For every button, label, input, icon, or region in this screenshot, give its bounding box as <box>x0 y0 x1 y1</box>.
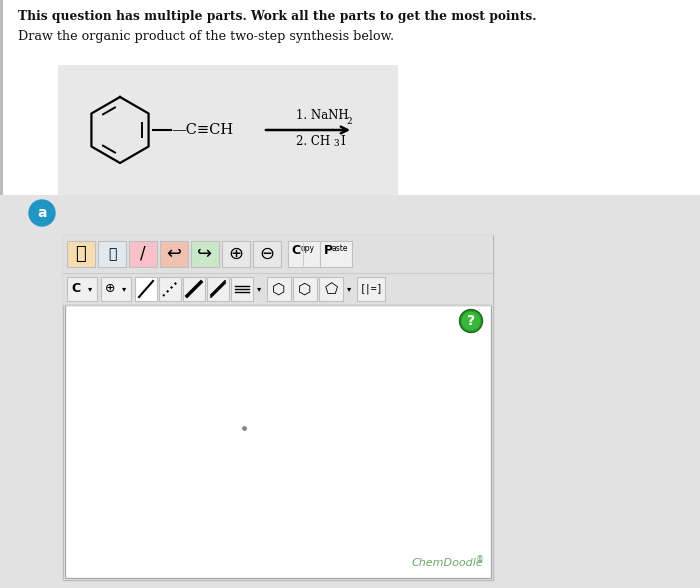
Text: 1. NaNH: 1. NaNH <box>296 109 349 122</box>
Text: [|=]: [|=] <box>359 284 383 294</box>
Text: 3: 3 <box>333 139 339 148</box>
Text: This question has multiple parts. Work all the parts to get the most points.: This question has multiple parts. Work a… <box>18 10 536 23</box>
Bar <box>63 273 493 305</box>
Text: ⬡: ⬡ <box>272 282 286 296</box>
Text: ⬡: ⬡ <box>298 282 312 296</box>
Circle shape <box>461 311 481 331</box>
Bar <box>63 235 493 273</box>
Bar <box>0 195 700 588</box>
Text: ▾: ▾ <box>88 285 92 293</box>
Circle shape <box>29 200 55 226</box>
Bar <box>222 241 250 267</box>
Text: ⊕: ⊕ <box>105 282 116 296</box>
Text: C: C <box>291 243 300 256</box>
Bar <box>231 277 253 301</box>
Text: ChemDoodle: ChemDoodle <box>412 558 483 568</box>
Bar <box>253 241 281 267</box>
Text: ⬠: ⬠ <box>324 282 337 296</box>
Text: opy: opy <box>301 244 315 253</box>
Text: /: / <box>140 245 146 263</box>
Text: aste: aste <box>332 244 349 253</box>
Text: ⊖: ⊖ <box>260 245 274 263</box>
Text: ↩: ↩ <box>167 245 181 263</box>
Bar <box>319 277 343 301</box>
Text: —C≡CH: —C≡CH <box>171 123 233 137</box>
Bar <box>320 241 352 267</box>
Text: ▾: ▾ <box>347 285 351 293</box>
Bar <box>65 305 491 578</box>
Text: ®: ® <box>476 555 484 564</box>
Circle shape <box>459 309 482 332</box>
Text: 2: 2 <box>346 117 351 126</box>
Bar <box>267 277 291 301</box>
Bar <box>293 277 317 301</box>
Text: 🏺: 🏺 <box>108 247 116 261</box>
Text: ▾: ▾ <box>122 285 126 293</box>
Bar <box>135 277 157 301</box>
Bar <box>0 0 3 195</box>
Bar <box>58 65 398 195</box>
Text: C: C <box>71 282 80 296</box>
Bar <box>0 0 700 195</box>
Bar <box>183 277 205 301</box>
Bar <box>160 241 188 267</box>
Text: ▾: ▾ <box>257 285 261 293</box>
Bar <box>67 277 97 301</box>
Bar <box>67 241 95 267</box>
Text: I: I <box>340 135 344 148</box>
Bar <box>98 241 126 267</box>
Bar <box>288 241 320 267</box>
Bar <box>357 277 385 301</box>
Circle shape <box>463 312 480 329</box>
Bar <box>207 277 229 301</box>
Text: ⊕: ⊕ <box>228 245 244 263</box>
Text: P: P <box>323 243 332 256</box>
Text: 2. CH: 2. CH <box>296 135 330 148</box>
Text: ✋: ✋ <box>76 245 86 263</box>
Text: a: a <box>37 206 47 220</box>
Text: ↪: ↪ <box>197 245 213 263</box>
Bar <box>63 235 493 580</box>
Bar <box>101 277 131 301</box>
Text: ?: ? <box>467 314 475 328</box>
Bar <box>159 277 181 301</box>
Text: Draw the organic product of the two-step synthesis below.: Draw the organic product of the two-step… <box>18 30 394 43</box>
Bar <box>129 241 157 267</box>
Bar <box>191 241 219 267</box>
